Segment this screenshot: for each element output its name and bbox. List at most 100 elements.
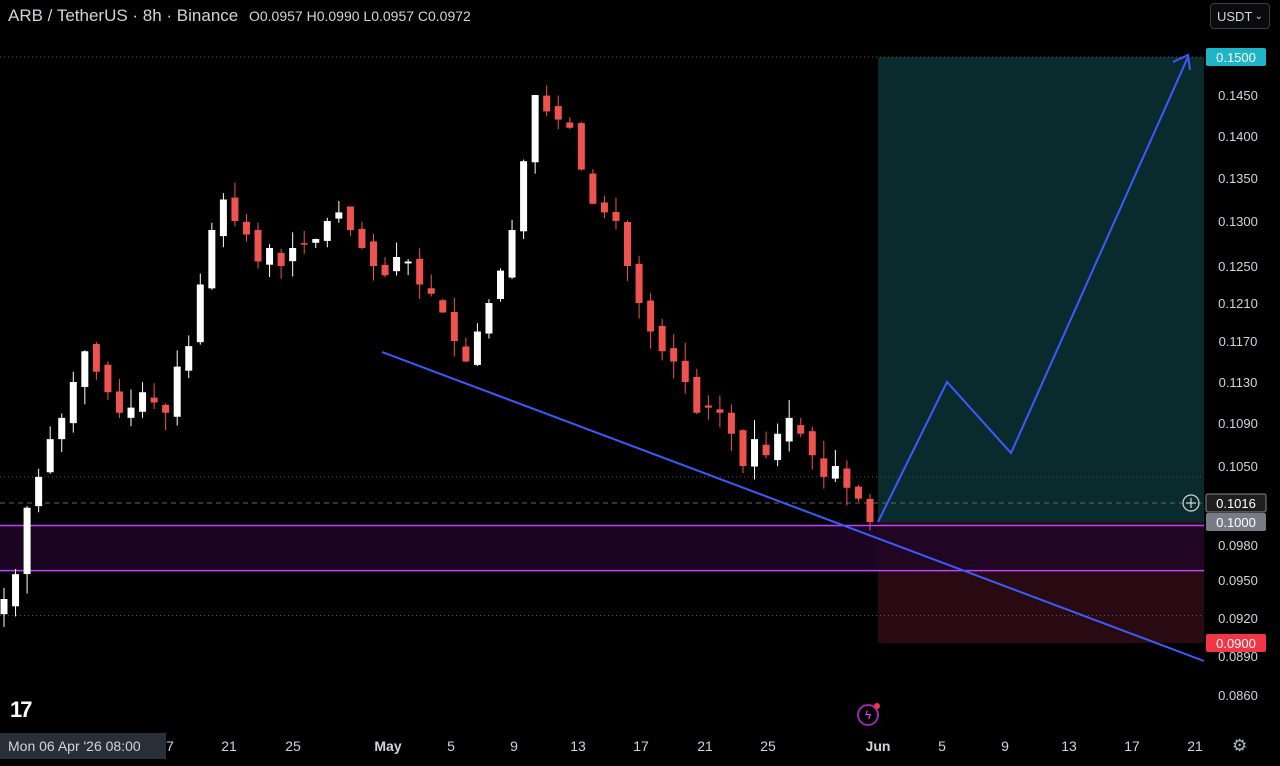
candle-body[interactable] [600, 202, 608, 213]
candle-body[interactable] [774, 433, 782, 461]
gear-icon[interactable]: ⚙ [1232, 736, 1248, 755]
candle-body[interactable] [554, 106, 562, 120]
candle-body[interactable] [520, 161, 528, 232]
candle-body[interactable] [670, 348, 678, 362]
candle-body[interactable] [727, 412, 735, 434]
candle-body[interactable] [231, 197, 239, 221]
candle-body[interactable] [497, 270, 505, 299]
candle-body[interactable] [473, 331, 481, 365]
candle-body[interactable] [808, 431, 816, 456]
lightning-icon[interactable]: ϟ [857, 703, 880, 726]
x-tick-label: 21 [221, 738, 237, 754]
candle-body[interactable] [323, 221, 331, 241]
candle-body[interactable] [358, 228, 366, 248]
candle-body[interactable] [369, 241, 377, 266]
candle-body[interactable] [196, 284, 204, 343]
candle-body[interactable] [115, 391, 123, 413]
candle-body[interactable] [23, 507, 31, 575]
candle-body[interactable] [762, 444, 770, 456]
candle-body[interactable] [335, 212, 343, 219]
candle-body[interactable] [300, 243, 308, 245]
candle-body[interactable] [854, 486, 862, 499]
candle-body[interactable] [739, 430, 747, 466]
candle-body[interactable] [242, 221, 250, 235]
candle-body[interactable] [450, 311, 458, 341]
currency-selector[interactable]: USDT ⌄ [1210, 3, 1270, 29]
target-zone[interactable] [878, 57, 1204, 522]
candle-body[interactable] [612, 211, 620, 221]
candle-body[interactable] [254, 229, 262, 262]
descending-trendline[interactable] [381, 351, 1205, 662]
candle-body[interactable] [635, 263, 643, 303]
candle-body[interactable] [58, 417, 66, 440]
candle-body[interactable] [185, 346, 193, 371]
x-tick-label: 5 [447, 738, 455, 754]
ohlc-values: O0.0957 H0.0990 L0.0957 C0.0972 [248, 8, 471, 24]
symbol-title: ARB / TetherUS · 8h · Binance [8, 6, 239, 25]
candle-body[interactable] [785, 417, 793, 442]
candle-body[interactable] [485, 303, 493, 334]
candle-body[interactable] [543, 95, 551, 112]
candle-body[interactable] [150, 397, 158, 403]
candle-body[interactable] [416, 258, 424, 285]
candle-body[interactable] [716, 409, 724, 413]
y-tick-label: 0.1300 [1218, 214, 1258, 229]
candle-body[interactable] [843, 468, 851, 488]
candle-body[interactable] [277, 252, 285, 266]
y-tick-label: 0.0920 [1218, 611, 1258, 626]
candle-body[interactable] [831, 466, 839, 479]
candle-body[interactable] [381, 264, 389, 276]
candle-body[interactable] [624, 222, 632, 266]
support-zone[interactable] [0, 525, 1204, 571]
candle-body[interactable] [577, 123, 585, 170]
candle-body[interactable] [312, 239, 320, 243]
candle-body[interactable] [92, 344, 100, 372]
candle-body[interactable] [647, 300, 655, 332]
candle-body[interactable] [393, 257, 401, 272]
candle-body[interactable] [751, 439, 759, 467]
candle-body[interactable] [12, 574, 20, 607]
candle-body[interactable] [127, 407, 135, 418]
candle-body[interactable] [35, 476, 43, 507]
candle-body[interactable] [658, 326, 666, 352]
x-tick-label: 5 [938, 738, 946, 754]
candle-body[interactable] [139, 392, 147, 412]
candle-body[interactable] [866, 498, 874, 522]
candle-body[interactable] [820, 458, 828, 477]
candle-body[interactable] [531, 95, 539, 163]
candle-body[interactable] [289, 248, 297, 262]
candle-body[interactable] [173, 366, 181, 417]
y-tick-label: 0.1210 [1218, 296, 1258, 311]
candle-body[interactable] [439, 300, 447, 313]
price-label-last: 0.1016 [1216, 496, 1256, 511]
candle-body[interactable] [346, 206, 354, 230]
candle-body[interactable] [462, 346, 470, 362]
x-tick-label: 21 [1187, 738, 1203, 754]
price-label-target: 0.1500 [1216, 50, 1256, 65]
add-alert-icon[interactable] [1182, 494, 1200, 512]
chevron-down-icon: ⌄ [1254, 10, 1263, 22]
candle-body[interactable] [508, 230, 516, 278]
candle-body[interactable] [404, 261, 412, 264]
candle-body[interactable] [681, 360, 689, 382]
candle-body[interactable] [693, 376, 701, 413]
y-tick-label: 0.1350 [1218, 171, 1258, 186]
candle-body[interactable] [266, 248, 274, 265]
candle-body[interactable] [704, 405, 712, 408]
candle-body[interactable] [427, 288, 435, 294]
candle-body[interactable] [162, 404, 170, 413]
projection-path[interactable] [877, 56, 1189, 523]
projection-arrowhead [1172, 53, 1191, 71]
candle-body[interactable] [589, 173, 597, 204]
candle-body[interactable] [46, 439, 54, 473]
candle-body[interactable] [208, 230, 216, 289]
x-tick-label: 13 [1061, 738, 1077, 754]
candle-body[interactable] [69, 382, 77, 424]
candle-body[interactable] [797, 425, 805, 434]
candle-body[interactable] [81, 351, 89, 387]
candle-body[interactable] [104, 364, 112, 393]
candle-body[interactable] [0, 599, 8, 615]
candle-body[interactable] [219, 199, 227, 237]
candle-body[interactable] [566, 122, 574, 128]
